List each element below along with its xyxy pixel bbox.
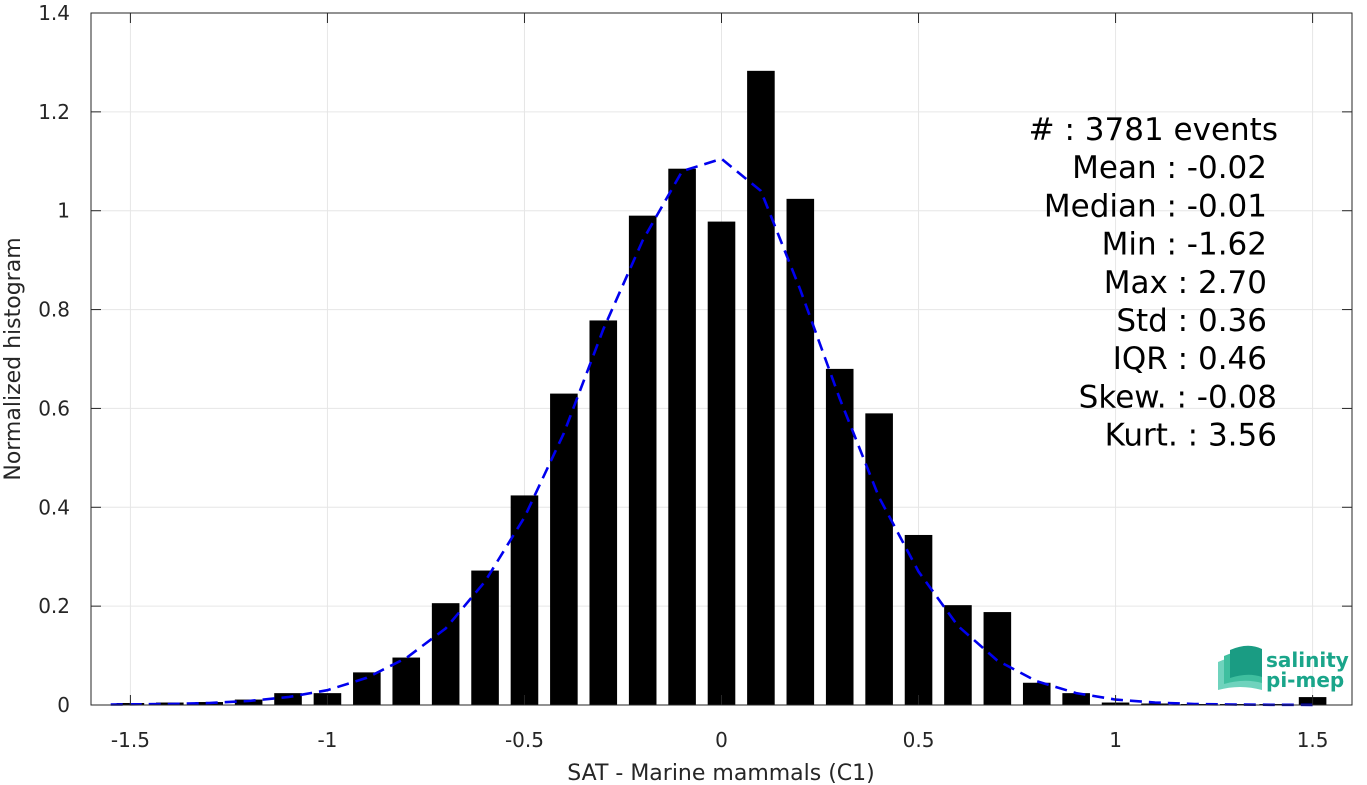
histogram-bar	[628, 215, 657, 705]
x-axis-label: SAT - Marine mammals (C1)	[567, 761, 875, 785]
y-tick-label: 0.8	[38, 298, 70, 322]
histogram-bar	[392, 657, 421, 705]
histogram-bar	[865, 413, 893, 705]
stat-line: IQR : 0.46	[1113, 341, 1267, 377]
logo-text-salinity: salinity	[1266, 648, 1349, 672]
y-tick-label: 0.2	[38, 594, 70, 618]
stat-line: Median : -0.01	[1044, 188, 1267, 224]
y-tick-label: 0.4	[38, 495, 70, 519]
x-tick-label: 1	[1109, 728, 1122, 752]
y-tick-label: 1.2	[38, 100, 70, 124]
histogram-bar	[1022, 682, 1051, 705]
y-tick-label: 1	[57, 199, 70, 223]
histogram-bar	[471, 570, 499, 705]
histogram-bar	[274, 693, 302, 705]
histogram-bar	[353, 672, 381, 705]
salinity-pi-mep-logo: salinity pi-mep	[1218, 645, 1349, 692]
y-tick-label: 0	[57, 693, 70, 717]
histogram-bar	[1062, 693, 1090, 705]
stat-line: # : 3781 events	[1029, 112, 1278, 148]
histogram-bar	[747, 70, 775, 706]
x-tick-label: -1	[317, 728, 337, 752]
x-tick-label: -1.5	[111, 728, 150, 752]
histogram-bar	[904, 534, 933, 705]
stat-line: Skew. : -0.08	[1079, 379, 1277, 415]
logo-waves-icon	[1218, 645, 1262, 690]
histogram-bar	[983, 612, 1012, 705]
histogram-bar	[1141, 703, 1169, 705]
x-axis-ticks: -1.5 -1 -0.5 0 0.5 1 1.5	[111, 13, 1329, 752]
y-tick-label: 1.4	[38, 1, 70, 25]
histogram-bar	[668, 168, 696, 705]
stat-line: Std : 0.36	[1116, 303, 1267, 339]
histogram-bar	[825, 368, 854, 705]
stat-line: Max : 2.70	[1104, 265, 1267, 301]
x-tick-label: 0	[715, 728, 728, 752]
histogram-bar	[707, 221, 736, 706]
histogram-bar	[431, 603, 460, 705]
histogram-bar	[944, 605, 972, 705]
histogram-bars	[116, 70, 1327, 706]
histogram-bar	[786, 198, 815, 705]
histogram-bar	[510, 495, 539, 705]
y-tick-label: 0.6	[38, 396, 70, 420]
stat-line: Min : -1.62	[1102, 227, 1267, 263]
x-tick-label: -0.5	[505, 728, 544, 752]
x-tick-label: 0.5	[903, 728, 935, 752]
x-tick-label: 1.5	[1297, 728, 1329, 752]
stat-line: Mean : -0.02	[1072, 150, 1267, 186]
y-axis-label: Normalized histogram	[1, 237, 26, 480]
y-axis-ticks: 0 0.2 0.4 0.6 0.8 1 1.2 1.4	[38, 1, 1352, 717]
grid-lines	[91, 12, 1352, 706]
logo-text-pi-mep: pi-mep	[1266, 668, 1344, 692]
histogram-bar	[589, 320, 618, 705]
histogram-bar	[550, 393, 578, 705]
stat-line: Kurt. : 3.56	[1105, 418, 1277, 454]
